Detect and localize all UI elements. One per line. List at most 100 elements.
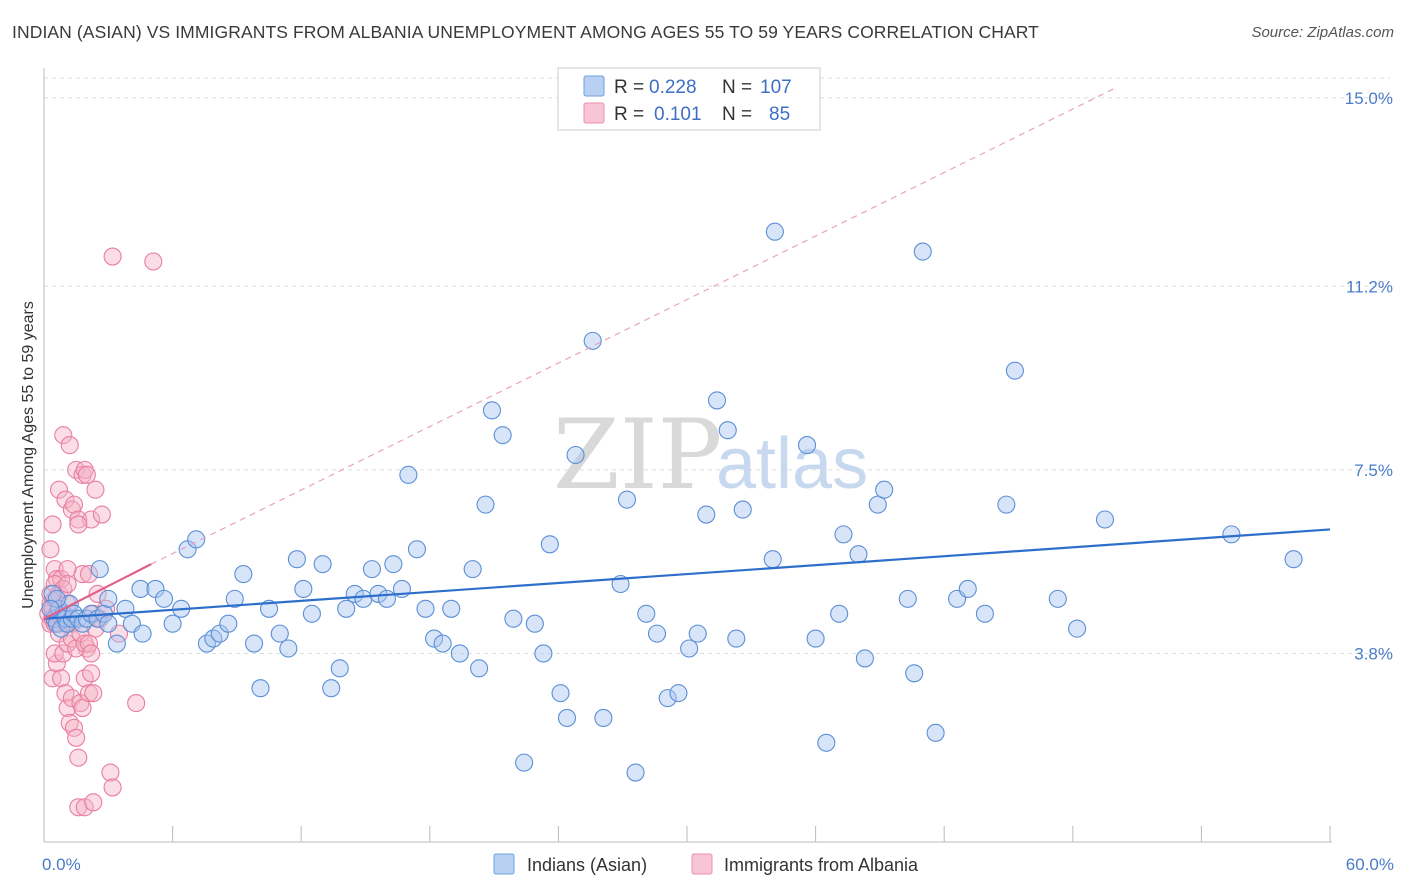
indians-point-97 (806, 629, 825, 648)
legend-r-label-1: R = (614, 77, 644, 98)
albania-point-62 (103, 778, 122, 797)
watermark: ZIP atlas (553, 399, 868, 511)
indians-point-73 (534, 644, 553, 663)
indians-point-28 (154, 589, 174, 608)
y-axis-label: Unemployment Among Ages 55 to 59 years (20, 301, 37, 609)
albania-point-49 (69, 748, 88, 767)
indians-point-100 (834, 525, 853, 544)
indians-point-16 (99, 614, 118, 633)
indians-point-99 (830, 604, 849, 623)
indians-point-105 (898, 589, 917, 608)
albania-point-55 (82, 664, 101, 683)
indians-point-78 (583, 331, 602, 350)
indians-point-65 (463, 560, 482, 579)
indians-point-111 (975, 604, 994, 623)
albania-point-56 (84, 684, 103, 703)
indians-point-50 (337, 599, 356, 618)
indians-point-58 (399, 465, 418, 484)
albania-point-38 (79, 565, 99, 584)
albania-point-81 (58, 574, 77, 594)
legend-n-value-2: 85 (769, 104, 790, 125)
indians-point-86 (669, 684, 688, 703)
indians-point-112 (997, 495, 1016, 514)
indians-point-56 (384, 555, 403, 574)
indians-point-60 (416, 599, 435, 618)
indians-point-21 (99, 589, 118, 608)
indians-point-22 (107, 634, 126, 653)
indians-point-92 (727, 629, 746, 648)
albania-point-35 (92, 505, 111, 524)
albania-point-36 (69, 515, 88, 534)
indians-point-45 (294, 579, 313, 599)
indians-point-70 (504, 609, 523, 628)
indians-point-117 (1222, 525, 1241, 544)
legend-n-label-2: N = (722, 104, 752, 125)
indians-point-64 (450, 644, 469, 663)
bottom-legend-swatch-blue (493, 853, 515, 875)
source-label: Source: ZipAtlas.com (1251, 24, 1394, 41)
legend-swatch-pink (583, 102, 605, 124)
indians-point-76 (557, 708, 577, 728)
series-indians-points (41, 222, 1303, 782)
indians-point-94 (763, 550, 782, 569)
albania-point-17 (43, 515, 62, 534)
indians-point-107 (913, 242, 932, 261)
indians-point-39 (244, 634, 264, 653)
x-tick-label-1: 60.0% (1346, 855, 1394, 874)
indians-point-63 (442, 599, 461, 618)
indians-point-69 (493, 426, 512, 445)
albania-point-51 (73, 698, 92, 718)
indians-point-93 (733, 500, 752, 519)
indians-point-91 (718, 421, 737, 440)
trend-lines (43, 87, 1331, 620)
legend-n-value-1: 107 (760, 77, 792, 98)
legend-swatch-blue (583, 75, 605, 97)
indians-point-82 (626, 763, 645, 782)
watermark-zip: ZIP (553, 399, 722, 511)
indians-point-48 (322, 679, 341, 698)
albania-point-61 (101, 763, 120, 782)
indians-point-103 (868, 495, 887, 514)
albania-point-48 (67, 728, 86, 747)
indians-point-88 (688, 624, 707, 643)
indians-point-83 (637, 604, 656, 623)
albania-point-27 (64, 495, 84, 514)
indians-point-52 (354, 589, 373, 608)
albania-point-60 (84, 793, 103, 812)
indians-point-40 (251, 679, 270, 698)
bottom-legend-swatch-pink (691, 853, 713, 875)
indians-point-90 (707, 391, 727, 410)
y-tick-labels: 3.8% 7.5% 11.2% 15.0% (1345, 89, 1393, 664)
indians-point-115 (1068, 619, 1087, 638)
indians-point-85 (658, 689, 677, 708)
albania-point-59 (75, 798, 94, 817)
indians-point-36 (219, 614, 238, 633)
indians-point-79 (594, 708, 613, 728)
indians-point-116 (1095, 510, 1114, 529)
indians-point-42 (270, 624, 289, 643)
albania-point-42 (52, 669, 71, 688)
trend-line-indians (43, 528, 1331, 620)
indians-point-98 (817, 733, 836, 752)
albania-point-20 (49, 480, 69, 499)
indians-point-75 (551, 684, 570, 703)
indians-point-37 (225, 589, 244, 608)
y-tick-label-2: 11.2% (1346, 277, 1393, 296)
indians-point-49 (330, 659, 349, 678)
indians-point-77 (566, 445, 585, 465)
indians-point-61 (425, 629, 444, 648)
legend-n-label-1: N = (722, 77, 752, 98)
albania-point-37 (73, 565, 92, 584)
indians-point-118 (1284, 550, 1303, 569)
bottom-legend-label-indians: Indians (Asian) (527, 855, 647, 875)
albania-point-16 (41, 540, 60, 559)
indians-point-68 (482, 401, 502, 420)
x-ticks (172, 826, 1331, 842)
indians-point-62 (433, 634, 452, 653)
indians-point-47 (313, 555, 332, 574)
legend-r-label-2: R = (614, 104, 644, 125)
indians-point-74 (540, 535, 559, 554)
watermark-atlas: atlas (716, 424, 868, 504)
albania-point-29 (69, 510, 88, 529)
indians-point-102 (855, 649, 874, 668)
